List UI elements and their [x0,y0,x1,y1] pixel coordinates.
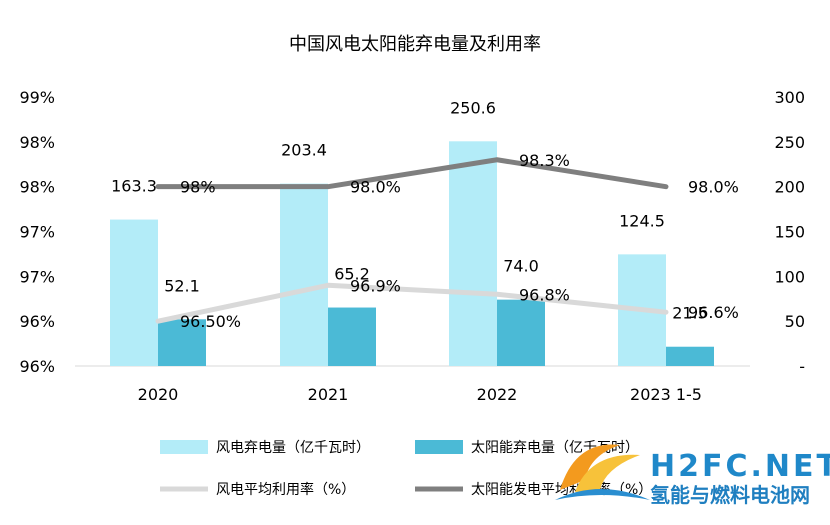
watermark-logo-icon [555,444,650,500]
y-right-tick-6: 300 [774,88,805,107]
bar-solar-0 [158,319,206,366]
line-label-solar-0: 98% [180,178,216,197]
y-left-tick-3: 97% [19,223,55,242]
line-label-solar-1: 98.0% [350,178,401,197]
bar-label-solar-3: 21.5 [672,304,708,323]
x-tick-2: 2022 [477,385,518,404]
legend-label-2: 风电平均利用率（%） [216,481,355,498]
legend-swatch-0 [160,440,208,454]
bar-wind-0 [110,219,158,366]
line-label-wind-2: 96.8% [519,285,570,304]
data-labels-layer: 163.3 203.4 250.6 124.5 52.1 65.2 74.0 21.5 96.5… [111,98,739,331]
axes-layer: 96% 96% 97% 97% 98% 98% 99% - 50 100 150 200 250 300 2… [19,88,805,404]
x-tick-3: 2023 1-5 [630,385,702,404]
bar-label-wind-1: 203.4 [281,141,327,160]
y-left-tick-1: 96% [19,312,55,331]
y-left-tick-2: 97% [19,267,55,286]
watermark-brand: H2FC.NET [650,449,830,484]
legend-label-0: 风电弃电量（亿千瓦时） [216,440,370,456]
bar-wind-2 [449,141,497,366]
watermark-subtitle: 氢能与燃料电池网 [650,483,810,507]
line-label-solar-2: 98.3% [519,151,570,170]
x-tick-1: 2021 [308,385,349,404]
bar-label-wind-3: 124.5 [619,211,665,230]
y-right-tick-1: 50 [785,312,805,331]
line-label-wind-1: 96.9% [350,276,401,295]
line-label-solar-3: 98.0% [688,178,739,197]
bar-solar-2 [497,299,545,366]
legend-swatch-1 [415,440,463,454]
chart-title: 中国风电太阳能弃电量及利用率 [289,34,541,55]
y-left-tick-4: 98% [19,178,55,197]
legend-label-1: 太阳能弃电量（亿千瓦时） [471,440,639,456]
bar-label-solar-1: 65.2 [334,265,370,284]
y-right-tick-4: 200 [774,178,805,197]
lines-layer [155,157,669,324]
bar-solar-3 [666,346,714,366]
bar-label-wind-0: 163.3 [111,177,157,196]
bar-solar-1 [328,307,376,366]
bar-label-solar-0: 52.1 [164,276,200,295]
y-left-tick-5: 98% [19,133,55,152]
y-right-tick-0: - [799,357,805,376]
y-right-tick-2: 100 [774,267,805,286]
y-right-tick-5: 250 [774,133,805,152]
x-tick-0: 2020 [138,385,179,404]
bar-label-wind-2: 250.6 [450,98,496,117]
y-left-tick-6: 99% [19,88,55,107]
bar-label-solar-2: 74.0 [503,257,539,276]
line-wind-utilization [155,282,669,324]
bar-wind-1 [280,183,328,366]
watermark: H2FC.NET 氢能与燃料电池网 [555,444,830,507]
line-solar-utilization [155,157,669,190]
y-left-tick-0: 96% [19,357,55,376]
line-label-wind-3: 96.6% [688,303,739,322]
y-right-tick-3: 150 [774,223,805,242]
line-label-wind-0: 96.50% [180,312,241,331]
